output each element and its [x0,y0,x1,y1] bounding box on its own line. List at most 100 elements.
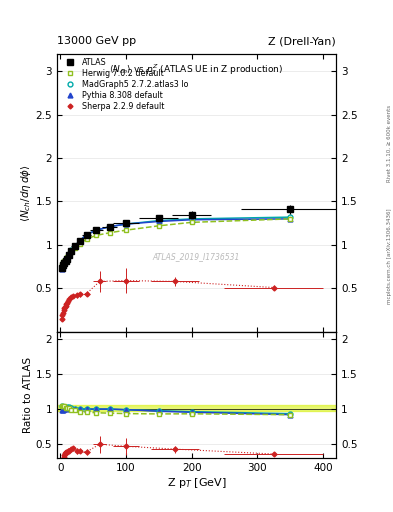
Sherpa 2.2.9 default [123,278,128,284]
Pythia 8.308 default [72,243,77,249]
Herwig 7.0.2 default [156,223,161,229]
Herwig 7.0.2 default [61,259,65,265]
ATLAS [288,206,292,212]
Pythia 8.308 default [59,266,64,272]
MadGraph5 2.7.2.atlas3 lo [72,243,77,249]
ATLAS [94,227,99,233]
Line: ATLAS: ATLAS [59,206,293,271]
Pythia 8.308 default [123,221,128,227]
Pythia 8.308 default [189,217,194,223]
ATLAS [66,252,71,259]
ATLAS [69,248,74,254]
Line: Pythia 8.308 default: Pythia 8.308 default [59,217,292,272]
Herwig 7.0.2 default [59,262,64,268]
Herwig 7.0.2 default [77,241,82,247]
ATLAS [84,231,89,238]
Pythia 8.308 default [84,231,89,238]
Sherpa 2.2.9 default [77,291,82,297]
Herwig 7.0.2 default [66,251,71,258]
ATLAS [189,211,194,218]
Pythia 8.308 default [94,227,99,233]
MadGraph5 2.7.2.atlas3 lo [84,231,89,238]
Herwig 7.0.2 default [64,254,69,260]
ATLAS [77,238,82,244]
Sherpa 2.2.9 default [173,279,178,285]
Pythia 8.308 default [107,224,112,230]
Sherpa 2.2.9 default [71,293,76,300]
Sherpa 2.2.9 default [69,294,74,300]
Sherpa 2.2.9 default [64,300,69,306]
Sherpa 2.2.9 default [61,307,66,313]
ATLAS [123,220,128,226]
Herwig 7.0.2 default [288,216,292,222]
Herwig 7.0.2 default [69,249,74,255]
Sherpa 2.2.9 default [60,312,64,318]
Herwig 7.0.2 default [62,258,66,264]
X-axis label: Z p$_T$ [GeV]: Z p$_T$ [GeV] [167,476,226,490]
Herwig 7.0.2 default [123,227,128,233]
ATLAS [61,262,65,268]
MadGraph5 2.7.2.atlas3 lo [77,238,82,244]
MadGraph5 2.7.2.atlas3 lo [288,214,292,220]
Text: mcplots.cern.ch [arXiv:1306.3436]: mcplots.cern.ch [arXiv:1306.3436] [387,208,392,304]
Legend: ATLAS, Herwig 7.0.2 default, MadGraph5 2.7.2.atlas3 lo, Pythia 8.308 default, Sh: ATLAS, Herwig 7.0.2 default, MadGraph5 2… [59,56,190,113]
ATLAS [72,243,77,249]
Sherpa 2.2.9 default [66,297,70,304]
MadGraph5 2.7.2.atlas3 lo [62,259,66,265]
Sherpa 2.2.9 default [63,303,68,309]
MadGraph5 2.7.2.atlas3 lo [64,254,69,260]
ATLAS [63,258,68,264]
ATLAS [62,260,66,266]
Pythia 8.308 default [288,216,292,222]
MadGraph5 2.7.2.atlas3 lo [69,247,74,253]
Y-axis label: $\langle N_{ch}/d\eta\, d\phi\rangle$: $\langle N_{ch}/d\eta\, d\phi\rangle$ [19,164,33,222]
ATLAS [156,215,161,221]
Herwig 7.0.2 default [94,232,99,239]
Pythia 8.308 default [61,263,65,269]
Pythia 8.308 default [77,238,82,244]
ATLAS [107,224,112,230]
Sherpa 2.2.9 default [84,290,89,296]
Sherpa 2.2.9 default [97,279,102,285]
Herwig 7.0.2 default [84,236,89,242]
Text: $\langle N_{ch}\rangle$ vs $p_T^Z$ (ATLAS UE in Z production): $\langle N_{ch}\rangle$ vs $p_T^Z$ (ATLA… [109,62,284,77]
MadGraph5 2.7.2.atlas3 lo [59,263,64,269]
Pythia 8.308 default [62,260,66,266]
Herwig 7.0.2 default [189,219,194,225]
Sherpa 2.2.9 default [62,305,66,311]
MadGraph5 2.7.2.atlas3 lo [107,224,112,230]
Herwig 7.0.2 default [63,256,68,262]
MadGraph5 2.7.2.atlas3 lo [61,260,65,266]
MadGraph5 2.7.2.atlas3 lo [66,250,71,257]
MadGraph5 2.7.2.atlas3 lo [156,218,161,224]
MadGraph5 2.7.2.atlas3 lo [94,227,99,233]
Y-axis label: Ratio to ATLAS: Ratio to ATLAS [23,357,33,433]
MadGraph5 2.7.2.atlas3 lo [63,257,68,263]
Pythia 8.308 default [64,255,69,261]
Line: Herwig 7.0.2 default: Herwig 7.0.2 default [59,217,292,267]
Pythia 8.308 default [69,248,74,254]
Sherpa 2.2.9 default [61,310,65,316]
Text: 13000 GeV pp: 13000 GeV pp [57,36,136,46]
Sherpa 2.2.9 default [271,285,276,291]
Sherpa 2.2.9 default [59,316,64,322]
Herwig 7.0.2 default [107,230,112,236]
Sherpa 2.2.9 default [67,296,72,302]
Sherpa 2.2.9 default [74,292,79,298]
Line: Sherpa 2.2.9 default: Sherpa 2.2.9 default [60,279,275,321]
Herwig 7.0.2 default [72,244,77,250]
Text: Rivet 3.1.10, ≥ 600k events: Rivet 3.1.10, ≥ 600k events [387,105,392,182]
MadGraph5 2.7.2.atlas3 lo [123,221,128,227]
Line: MadGraph5 2.7.2.atlas3 lo: MadGraph5 2.7.2.atlas3 lo [59,215,292,268]
MadGraph5 2.7.2.atlas3 lo [189,216,194,222]
Text: ATLAS_2019_I1736531: ATLAS_2019_I1736531 [153,252,240,261]
Pythia 8.308 default [63,258,68,264]
Sherpa 2.2.9 default [62,304,67,310]
Pythia 8.308 default [66,251,71,258]
Pythia 8.308 default [156,219,161,225]
ATLAS [64,256,69,262]
ATLAS [59,265,64,271]
Text: Z (Drell-Yan): Z (Drell-Yan) [268,36,336,46]
Bar [57,405,336,411]
Sherpa 2.2.9 default [64,301,68,307]
